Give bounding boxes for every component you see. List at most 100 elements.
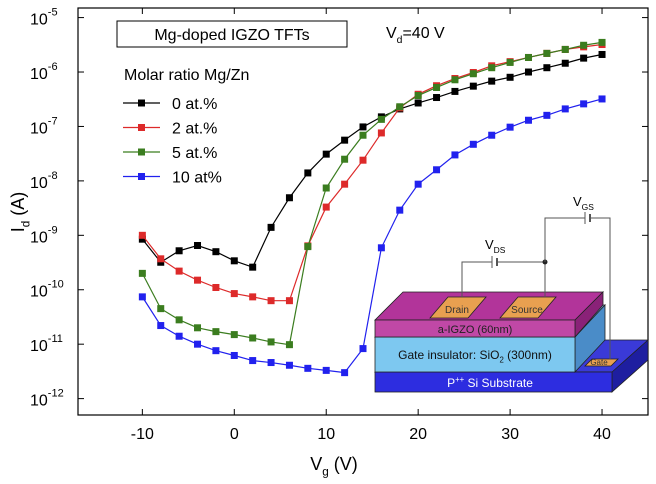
data-point <box>138 235 146 243</box>
data-point <box>322 150 330 158</box>
data-point <box>414 180 422 188</box>
data-point <box>341 180 349 188</box>
x-tick-label: 10 <box>317 426 335 443</box>
data-point <box>194 324 202 332</box>
substrate-label: P++ Si Substrate <box>447 375 533 390</box>
data-point <box>561 45 569 53</box>
tick-base: 10 <box>30 12 48 29</box>
x-tick-label: 30 <box>501 426 519 443</box>
data-point <box>506 58 514 66</box>
y-tick-label: 10-5 <box>30 7 58 29</box>
data-point <box>285 297 293 305</box>
gate-pad <box>584 358 619 367</box>
data-point <box>212 248 220 256</box>
data-point <box>377 129 385 137</box>
data-point <box>377 115 385 123</box>
legend-label: 5 at.% <box>172 145 217 162</box>
data-point <box>212 283 220 291</box>
vds-label: VDS <box>485 237 506 255</box>
data-point <box>249 357 257 365</box>
y-tick-label: 10-9 <box>30 224 58 246</box>
data-point <box>175 247 183 255</box>
data-point <box>194 276 202 284</box>
data-point <box>396 103 404 111</box>
data-point <box>267 223 275 231</box>
data-point <box>267 338 275 346</box>
data-point <box>138 231 146 239</box>
data-point <box>138 269 146 277</box>
data-point <box>433 166 441 174</box>
data-point <box>230 257 238 265</box>
text-part: ++ <box>455 375 465 384</box>
data-point <box>524 53 532 61</box>
data-point <box>433 83 441 91</box>
data-point <box>322 203 330 211</box>
y-tick-label: 10-8 <box>30 170 58 192</box>
data-point <box>341 136 349 144</box>
data-point <box>598 95 606 103</box>
tick-exponent: -6 <box>48 61 58 73</box>
data-point <box>267 359 275 367</box>
text-part: V <box>386 25 397 42</box>
data-point <box>175 332 183 340</box>
text-part: d <box>397 35 403 46</box>
data-point <box>249 263 257 271</box>
data-point <box>322 366 330 374</box>
legend-marker <box>138 99 145 107</box>
insulator-front <box>374 336 576 373</box>
data-point <box>414 99 422 107</box>
data-point <box>580 41 588 49</box>
tick-exponent: -10 <box>48 279 64 291</box>
data-point <box>285 194 293 202</box>
y-tick-label: 10-12 <box>30 388 64 410</box>
text-part: Si Substrate <box>464 376 533 390</box>
data-point <box>598 38 606 46</box>
source-label: Source <box>511 305 543 316</box>
data-point <box>543 111 551 119</box>
data-point <box>322 184 330 192</box>
data-point <box>359 345 367 353</box>
data-point <box>414 92 422 100</box>
data-point <box>359 131 367 139</box>
y-tick-label: 10-7 <box>30 115 58 137</box>
tick-exponent: -5 <box>48 7 58 19</box>
title: Mg-doped IGZO TFTs <box>154 27 309 44</box>
data-point <box>175 316 183 324</box>
data-point <box>285 341 293 349</box>
text-part: DS <box>494 245 506 255</box>
text-part: 2 <box>500 356 504 365</box>
data-point <box>304 169 312 177</box>
y-tick-label: 10-6 <box>30 61 58 83</box>
data-point <box>175 267 183 275</box>
text-part: (A) <box>8 192 28 221</box>
data-point <box>524 68 532 76</box>
data-point <box>451 151 459 159</box>
text-part: V <box>310 454 322 474</box>
vgs-label: VGS <box>573 194 594 212</box>
tick-exponent: -7 <box>48 115 58 127</box>
text-part: Gate insulator: SiO <box>398 348 499 362</box>
data-point <box>396 206 404 214</box>
wire <box>461 261 492 297</box>
device-inset <box>374 212 649 393</box>
data-point <box>488 64 496 72</box>
legend-label: 2 at.% <box>172 121 217 138</box>
data-point <box>285 361 293 369</box>
tick-base: 10 <box>30 393 48 410</box>
drain-label: Drain <box>445 305 469 316</box>
data-point <box>469 70 477 78</box>
data-point <box>580 54 588 62</box>
x-tick-label: 40 <box>593 426 611 443</box>
data-point <box>451 76 459 84</box>
legend-label: 10 at% <box>172 170 222 187</box>
data-point <box>212 347 220 355</box>
data-point <box>543 49 551 57</box>
data-point <box>304 243 312 251</box>
annotation: Vd=40 V <box>386 25 445 46</box>
y-tick-label: 10-11 <box>30 333 63 355</box>
data-point <box>506 123 514 131</box>
data-point <box>341 155 349 163</box>
y-tick-label: 10-10 <box>30 279 64 301</box>
data-point <box>194 340 202 348</box>
